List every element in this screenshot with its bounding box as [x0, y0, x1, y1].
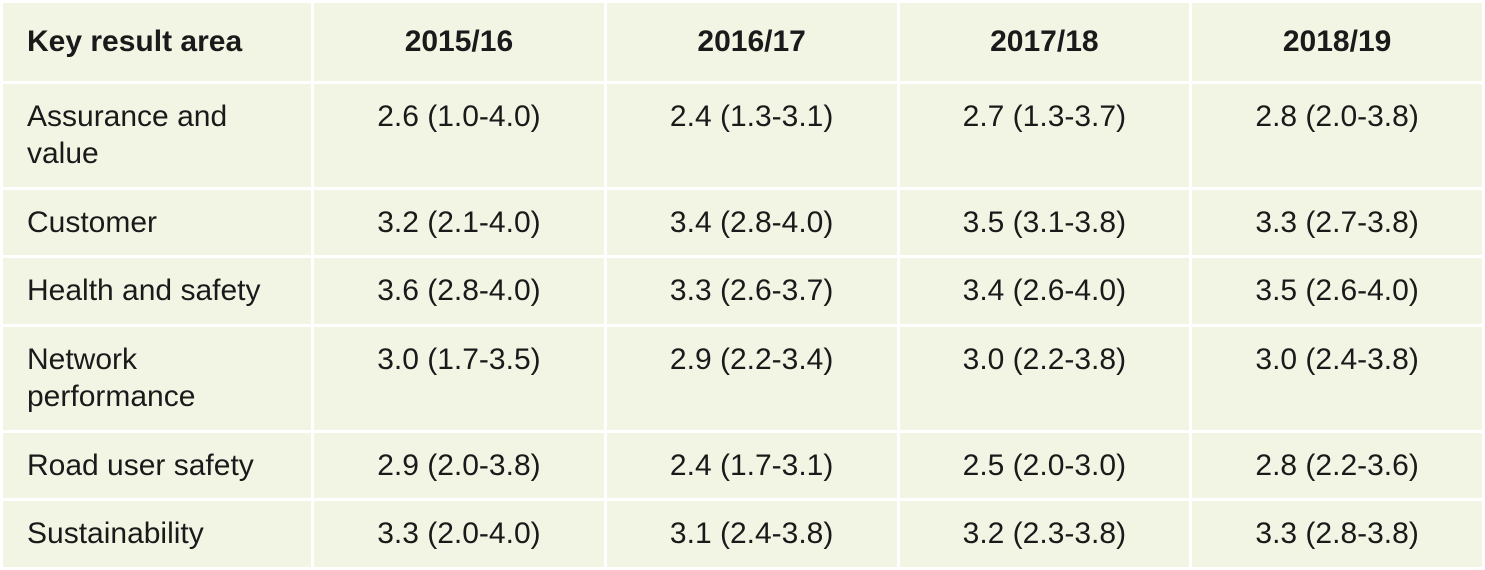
row-label: Road user safety [3, 433, 311, 499]
cell-value: 3.5 (2.6-4.0) [1192, 258, 1482, 324]
cell-value: 2.8 (2.2-3.6) [1192, 433, 1482, 499]
results-table: Key result area 2015/16 2016/17 2017/18 … [0, 0, 1485, 570]
cell-value: 2.8 (2.0-3.8) [1192, 84, 1482, 187]
cell-value: 2.9 (2.2-3.4) [607, 327, 897, 430]
cell-value: 2.5 (2.0-3.0) [900, 433, 1190, 499]
cell-value: 3.1 (2.4-3.8) [607, 501, 897, 567]
cell-value: 3.5 (3.1-3.8) [900, 190, 1190, 256]
cell-value: 3.2 (2.3-3.8) [900, 501, 1190, 567]
results-table-container: Key result area 2015/16 2016/17 2017/18 … [0, 0, 1485, 570]
col-header-2016-17: 2016/17 [607, 3, 897, 81]
cell-value: 3.0 (1.7-3.5) [314, 327, 604, 430]
cell-value: 3.0 (2.2-3.8) [900, 327, 1190, 430]
cell-value: 2.6 (1.0-4.0) [314, 84, 604, 187]
col-header-2015-16: 2015/16 [314, 3, 604, 81]
col-header-2018-19: 2018/19 [1192, 3, 1482, 81]
table-row: Customer 3.2 (2.1-4.0) 3.4 (2.8-4.0) 3.5… [3, 190, 1482, 256]
row-label: Customer [3, 190, 311, 256]
table-row: Health and safety 3.6 (2.8-4.0) 3.3 (2.6… [3, 258, 1482, 324]
table-row: Assurance and value 2.6 (1.0-4.0) 2.4 (1… [3, 84, 1482, 187]
row-label: Health and safety [3, 258, 311, 324]
cell-value: 2.9 (2.0-3.8) [314, 433, 604, 499]
table-row: Road user safety 2.9 (2.0-3.8) 2.4 (1.7-… [3, 433, 1482, 499]
cell-value: 3.3 (2.7-3.8) [1192, 190, 1482, 256]
table-row: Network performance 3.0 (1.7-3.5) 2.9 (2… [3, 327, 1482, 430]
cell-value: 3.4 (2.6-4.0) [900, 258, 1190, 324]
cell-value: 3.3 (2.0-4.0) [314, 501, 604, 567]
cell-value: 2.4 (1.7-3.1) [607, 433, 897, 499]
cell-value: 3.3 (2.8-3.8) [1192, 501, 1482, 567]
cell-value: 3.0 (2.4-3.8) [1192, 327, 1482, 430]
row-label: Sustainability [3, 501, 311, 567]
table-row: Sustainability 3.3 (2.0-4.0) 3.1 (2.4-3.… [3, 501, 1482, 567]
row-label: Assurance and value [3, 84, 311, 187]
cell-value: 2.7 (1.3-3.7) [900, 84, 1190, 187]
col-header-2017-18: 2017/18 [900, 3, 1190, 81]
table-header-row: Key result area 2015/16 2016/17 2017/18 … [3, 3, 1482, 81]
cell-value: 3.2 (2.1-4.0) [314, 190, 604, 256]
cell-value: 3.3 (2.6-3.7) [607, 258, 897, 324]
cell-value: 3.4 (2.8-4.0) [607, 190, 897, 256]
cell-value: 2.4 (1.3-3.1) [607, 84, 897, 187]
row-label: Network performance [3, 327, 311, 430]
col-header-key-result-area: Key result area [3, 3, 311, 81]
cell-value: 3.6 (2.8-4.0) [314, 258, 604, 324]
